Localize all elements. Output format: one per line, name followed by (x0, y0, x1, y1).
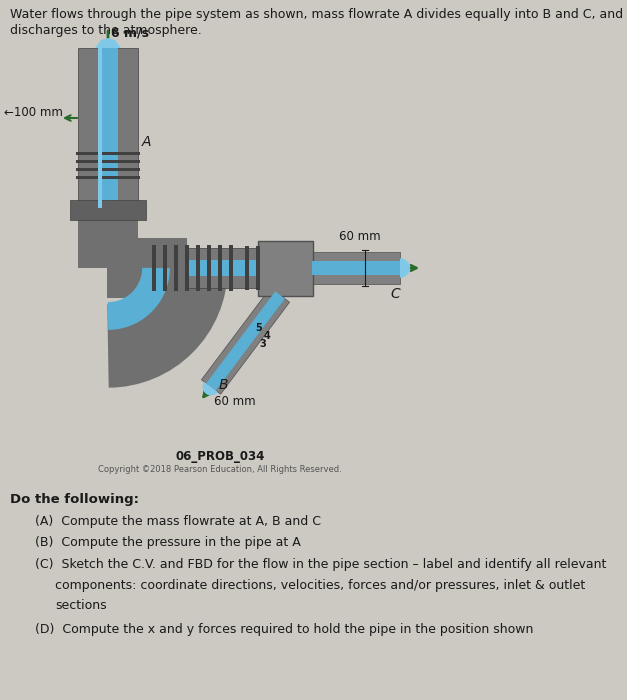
Polygon shape (203, 382, 218, 396)
Bar (245, 246, 249, 290)
Text: 3: 3 (260, 339, 266, 349)
Text: A: A (142, 135, 152, 149)
Bar (76, 176, 140, 179)
Bar (76, 168, 140, 171)
Bar (76, 152, 140, 155)
Text: (C)  Sketch the C.V. and FBD for the flow in the pipe section – label and identi: (C) Sketch the C.V. and FBD for the flow… (35, 558, 606, 570)
Bar (163, 245, 167, 291)
Bar (229, 245, 233, 291)
Text: (D)  Compute the x and y forces required to hold the pipe in the position shown: (D) Compute the x and y forces required … (35, 622, 534, 636)
Bar (152, 245, 156, 291)
Bar (78, 48, 138, 205)
Bar (70, 200, 146, 220)
Text: (B)  Compute the pressure in the pipe at A: (B) Compute the pressure in the pipe at … (35, 536, 301, 550)
Bar (312, 261, 400, 275)
Text: 60 mm: 60 mm (214, 395, 256, 408)
Bar (98, 45, 118, 208)
Bar (256, 246, 260, 290)
Bar (107, 238, 187, 298)
Polygon shape (95, 38, 121, 48)
Bar (78, 219, 138, 268)
Text: discharges to the atmosphere.: discharges to the atmosphere. (10, 24, 202, 37)
Text: 06_PROB_034: 06_PROB_034 (176, 450, 265, 463)
Bar (207, 245, 211, 291)
Text: 5: 5 (255, 323, 262, 333)
Polygon shape (400, 258, 410, 278)
Text: Water flows through the pipe system as shown, mass flowrate A divides equally in: Water flows through the pipe system as s… (10, 8, 623, 21)
Bar (98, 45, 102, 208)
Bar (76, 160, 140, 163)
Text: B: B (219, 378, 228, 392)
Text: 60 mm: 60 mm (339, 230, 381, 244)
Text: components: coordinate directions, velocities, forces and/or pressures, inlet & : components: coordinate directions, veloc… (55, 580, 585, 592)
Bar (218, 245, 222, 291)
Bar (312, 252, 400, 284)
Text: ←100 mm: ←100 mm (4, 106, 63, 120)
Bar (186, 248, 280, 288)
Bar (174, 245, 178, 291)
Text: Do the following:: Do the following: (10, 493, 139, 506)
Bar (196, 245, 200, 291)
Bar (186, 260, 280, 276)
Text: sections: sections (55, 599, 107, 612)
Bar (185, 245, 189, 291)
Bar (258, 241, 313, 296)
Text: C: C (390, 287, 400, 301)
Polygon shape (206, 291, 285, 391)
Text: 6 m/s: 6 m/s (111, 26, 149, 39)
Text: (A)  Compute the mass flowrate at A, B and C: (A) Compute the mass flowrate at A, B an… (35, 514, 321, 528)
Polygon shape (201, 288, 290, 394)
Text: Copyright ©2018 Pearson Education, All Rights Reserved.: Copyright ©2018 Pearson Education, All R… (98, 465, 342, 474)
Text: 4: 4 (263, 331, 270, 341)
